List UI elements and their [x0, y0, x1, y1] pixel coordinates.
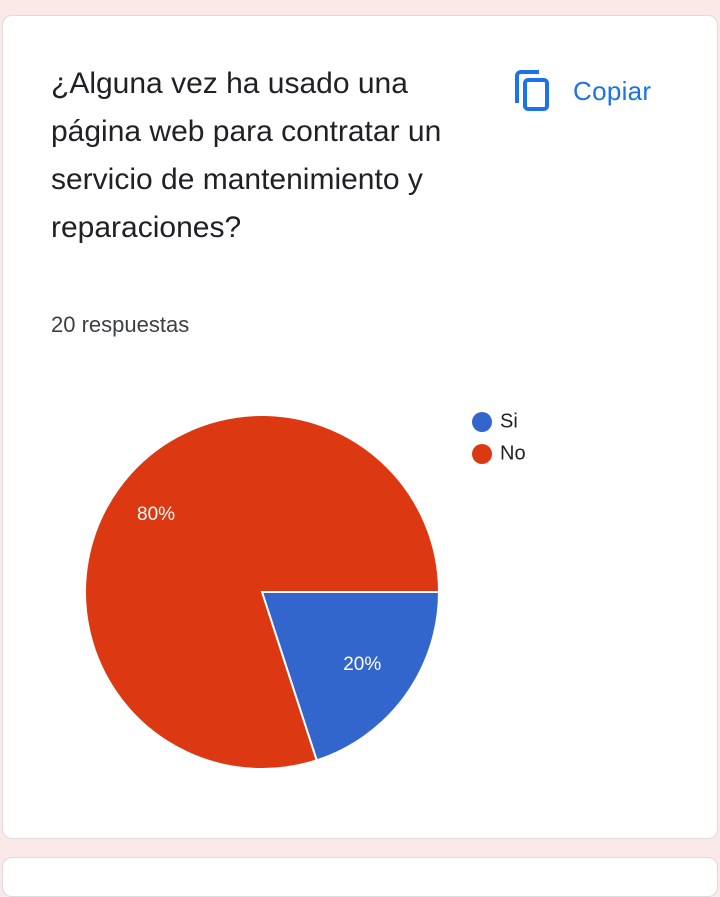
pie-slice-no[interactable] — [84, 414, 441, 770]
response-count: 20 respuestas — [51, 312, 190, 337]
pie-label-si: 20% — [343, 654, 381, 675]
question-title: ¿Alguna vez ha usado una página web para… — [51, 67, 442, 244]
next-question-card — [2, 857, 718, 897]
copy-button[interactable]: Copiar — [511, 66, 651, 116]
pie-label-no: 80% — [137, 504, 175, 525]
legend-swatch-si — [472, 412, 492, 432]
pie-chart: 20% 80% Si No — [84, 410, 526, 770]
legend-label-no: No — [500, 442, 526, 464]
legend-label-si: Si — [500, 410, 518, 432]
pie-slice-si[interactable] — [260, 591, 441, 762]
legend-swatch-no — [472, 444, 492, 464]
copy-label: Copiar — [573, 75, 652, 106]
copy-icon — [515, 70, 549, 111]
